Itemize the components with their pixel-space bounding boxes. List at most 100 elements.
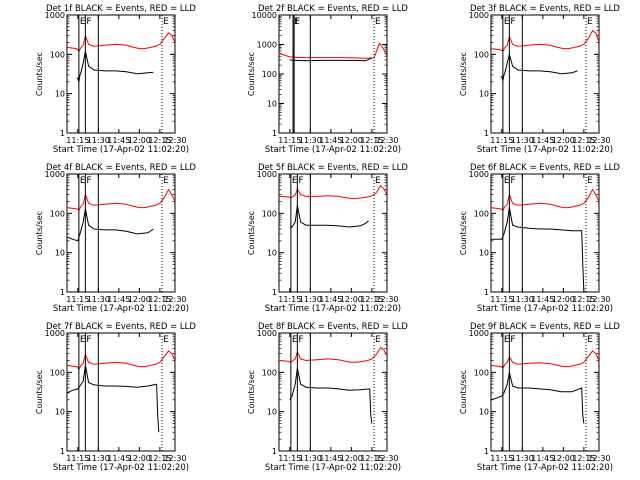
y-tick-label: 10	[267, 408, 277, 417]
time-marker-label: E	[80, 335, 86, 345]
plot-frame	[66, 14, 176, 134]
y-tick-label: 1000	[257, 41, 277, 50]
x-tick-label: 11:30	[299, 295, 322, 304]
y-tick-label: 10	[479, 249, 489, 258]
x-tick-label: 11:30	[87, 295, 110, 304]
x-axis-label: Start Time (17-Apr-02 11:02:20)	[265, 463, 401, 473]
x-tick-label: 12:00	[128, 295, 151, 304]
time-marker-label: E	[504, 176, 510, 186]
x-tick-label: 12:00	[552, 295, 575, 304]
x-tick-label: 12:30	[163, 295, 186, 304]
x-axis-label: Start Time (17-Apr-02 11:02:20)	[477, 463, 613, 473]
time-marker-label: F	[86, 335, 91, 345]
series-line	[67, 365, 160, 433]
x-tick-label: 12:15	[572, 136, 595, 145]
x-tick-label: 11:30	[87, 454, 110, 463]
x-tick-label: 12:30	[163, 454, 186, 463]
time-marker-label: F	[298, 335, 303, 345]
y-tick-label: 1	[272, 129, 277, 138]
y-tick-label: 1000	[469, 170, 489, 179]
chart-title: Det 4f BLACK = Events, RED = LLD	[46, 163, 196, 173]
y-tick-label: 10	[479, 408, 489, 417]
y-axis-label: Counts/sec	[459, 370, 468, 414]
x-axis-label: Start Time (17-Apr-02 11:02:20)	[53, 304, 189, 314]
x-tick-label: 11:45	[107, 454, 130, 463]
time-marker-label: E	[163, 335, 169, 345]
x-tick-label: 12:30	[587, 454, 610, 463]
plot-frame	[66, 332, 176, 452]
x-tick-label: 11:45	[319, 136, 342, 145]
series-line	[76, 51, 154, 82]
time-marker-label: F	[86, 17, 91, 27]
x-tick-label: 11:15	[278, 295, 301, 304]
chart-panel: Det 5f BLACK = Events, RED = LLD 1 10 100 10…	[247, 163, 408, 314]
y-tick-label: 1000	[257, 329, 277, 338]
y-axis-label: Counts/sec	[459, 211, 468, 255]
time-marker-label: E	[292, 335, 298, 345]
x-tick-label: 12:15	[360, 295, 383, 304]
time-marker-label: E	[163, 17, 169, 27]
x-tick-label: 12:00	[552, 454, 575, 463]
time-marker-label: F	[510, 176, 515, 186]
x-tick-label: 12:00	[552, 136, 575, 145]
series-line	[491, 207, 585, 292]
x-tick-label: 12:30	[587, 295, 610, 304]
plot-frame	[278, 173, 388, 293]
series-line	[289, 367, 373, 424]
time-marker-label: E	[587, 176, 593, 186]
series-line	[491, 350, 599, 369]
x-tick-label: 11:15	[278, 136, 301, 145]
series-line	[289, 205, 369, 228]
y-tick-label: 1000	[45, 11, 65, 20]
y-tick-label: 10	[267, 249, 277, 258]
x-tick-label: 11:30	[511, 295, 534, 304]
time-marker-label: E	[587, 335, 593, 345]
series-line	[491, 29, 599, 52]
x-tick-label: 12:30	[587, 136, 610, 145]
y-axis-label: Counts/sec	[247, 211, 256, 255]
y-tick-label: 10	[55, 249, 65, 258]
plot-frame	[490, 173, 600, 293]
time-marker-label: E	[80, 176, 86, 186]
y-tick-label: 100	[474, 209, 489, 218]
time-marker-label: E	[504, 335, 510, 345]
y-tick-label: 1	[484, 288, 489, 297]
series-line	[67, 208, 154, 242]
y-tick-label: 100	[50, 368, 65, 377]
y-tick-label: 100	[50, 209, 65, 218]
x-tick-label: 12:15	[572, 295, 595, 304]
y-tick-label: 1000	[45, 329, 65, 338]
x-axis-label: Start Time (17-Apr-02 11:02:20)	[53, 463, 189, 473]
x-tick-label: 12:30	[163, 136, 186, 145]
chart-title: Det 2f BLACK = Events, RED = LLD	[258, 4, 408, 14]
x-tick-label: 11:30	[299, 136, 322, 145]
x-tick-label: 12:15	[148, 454, 171, 463]
x-axis-label: Start Time (17-Apr-02 11:02:20)	[265, 304, 401, 314]
x-tick-label: 11:45	[319, 295, 342, 304]
x-tick-label: 12:15	[360, 454, 383, 463]
chart-title: Det 6f BLACK = Events, RED = LLD	[470, 163, 620, 173]
plot-frame	[490, 14, 600, 134]
x-tick-label: 11:45	[531, 136, 554, 145]
time-marker-label: F	[510, 17, 515, 27]
x-tick-label: 12:00	[340, 136, 363, 145]
series-line	[279, 185, 387, 199]
y-tick-label: 1000	[257, 170, 277, 179]
chart-panel: Det 7f BLACK = Events, RED = LLD 1 10 100 10…	[35, 322, 196, 473]
chart-title: Det 5f BLACK = Events, RED = LLD	[258, 163, 408, 173]
y-tick-label: 100	[262, 209, 277, 218]
x-tick-label: 11:30	[87, 136, 110, 145]
y-axis-label: Counts/sec	[247, 52, 256, 96]
x-tick-label: 11:15	[66, 454, 89, 463]
y-tick-label: 100	[262, 70, 277, 79]
x-tick-label: 12:30	[375, 136, 398, 145]
x-axis-label: Start Time (17-Apr-02 11:02:20)	[477, 304, 613, 314]
series-line	[279, 42, 387, 59]
y-tick-label: 10	[55, 408, 65, 417]
y-tick-label: 100	[50, 50, 65, 59]
chart-title: Det 7f BLACK = Events, RED = LLD	[46, 322, 196, 332]
y-axis-label: Counts/sec	[459, 52, 468, 96]
chart-panel: Det 3f BLACK = Events, RED = LLD 1 10 100 10…	[459, 4, 620, 155]
x-tick-label: 12:30	[375, 295, 398, 304]
